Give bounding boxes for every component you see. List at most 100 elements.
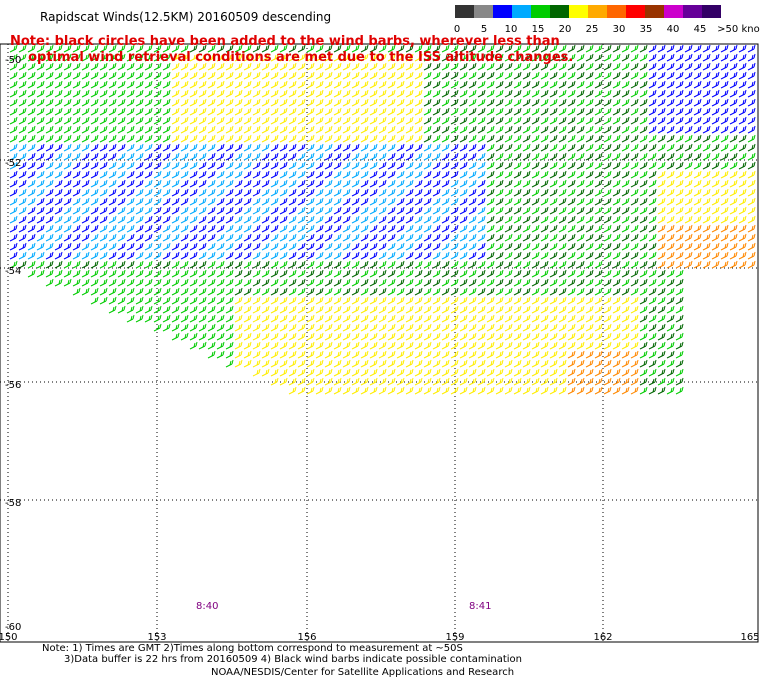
wind-barb [45, 179, 54, 188]
wind-barb [162, 260, 171, 269]
wind-barb [423, 80, 432, 89]
wind-barb [405, 377, 414, 386]
lon-label: 159 [445, 632, 465, 643]
wind-barb [522, 197, 531, 206]
wind-barb [297, 287, 306, 296]
wind-barb [243, 143, 252, 152]
wind-barb [207, 53, 216, 62]
wind-barb [81, 188, 90, 197]
wind-barb [621, 80, 630, 89]
wind-barb [189, 215, 198, 224]
wind-barb [297, 215, 306, 224]
wind-barb [216, 80, 225, 89]
wind-barb [117, 53, 126, 62]
wind-barb [621, 206, 630, 215]
wind-barb [180, 89, 189, 98]
wind-barb [738, 62, 747, 71]
wind-barb [315, 305, 324, 314]
wind-barb [297, 350, 306, 359]
wind-barb [603, 260, 612, 269]
wind-barb [531, 188, 540, 197]
wind-barb [432, 314, 441, 323]
wind-barb [522, 377, 531, 386]
wind-barb [99, 179, 108, 188]
wind-barb [666, 143, 675, 152]
wind-barb [216, 89, 225, 98]
wind-barb [495, 107, 504, 116]
wind-barb [378, 206, 387, 215]
wind-barb [738, 251, 747, 260]
wind-barb [153, 305, 162, 314]
wind-barb [522, 143, 531, 152]
wind-barb [702, 197, 711, 206]
wind-barb [243, 314, 252, 323]
wind-barb [576, 116, 585, 125]
wind-barb [468, 377, 477, 386]
wind-barb [414, 305, 423, 314]
wind-barb [162, 53, 171, 62]
wind-barb [639, 62, 648, 71]
wind-barb [144, 62, 153, 71]
wind-barb [234, 71, 243, 80]
wind-barb [297, 71, 306, 80]
wind-barb [477, 206, 486, 215]
wind-barb [468, 206, 477, 215]
wind-barb [216, 143, 225, 152]
wind-barb [576, 80, 585, 89]
wind-barb [594, 44, 603, 53]
wind-barb [288, 350, 297, 359]
wind-barb [180, 125, 189, 134]
wind-barb [306, 89, 315, 98]
wind-barb [513, 206, 522, 215]
wind-barb [234, 107, 243, 116]
wind-barb [450, 260, 459, 269]
wind-barb [477, 89, 486, 98]
wind-barb [666, 251, 675, 260]
wind-barb [747, 152, 756, 161]
wind-barb [612, 116, 621, 125]
wind-barb [603, 305, 612, 314]
wind-barb [513, 359, 522, 368]
wind-barb [153, 152, 162, 161]
wind-barb [81, 251, 90, 260]
wind-barb [324, 152, 333, 161]
wind-barb [666, 197, 675, 206]
wind-barb [666, 152, 675, 161]
wind-barb [333, 116, 342, 125]
wind-barb [639, 71, 648, 80]
wind-barb [45, 134, 54, 143]
wind-barb [306, 161, 315, 170]
wind-barb [378, 251, 387, 260]
wind-barb [144, 143, 153, 152]
wind-barb [666, 323, 675, 332]
wind-barb [54, 188, 63, 197]
wind-barb [270, 197, 279, 206]
wind-barb [387, 62, 396, 71]
wind-barb [513, 251, 522, 260]
wind-barb [207, 233, 216, 242]
wind-barb [207, 143, 216, 152]
wind-barb [612, 350, 621, 359]
wind-barb [432, 341, 441, 350]
wind-barb [693, 170, 702, 179]
wind-barb [306, 314, 315, 323]
wind-barb [657, 215, 666, 224]
wind-barb [585, 98, 594, 107]
wind-barb [711, 134, 720, 143]
wind-barb [297, 134, 306, 143]
wind-barb [639, 323, 648, 332]
wind-barb [279, 152, 288, 161]
wind-barb [315, 260, 324, 269]
wind-barb [657, 188, 666, 197]
wind-barb [486, 332, 495, 341]
wind-barb [36, 233, 45, 242]
wind-barb [360, 224, 369, 233]
wind-barb [540, 278, 549, 287]
wind-barb [261, 332, 270, 341]
wind-barb [621, 143, 630, 152]
wind-barb [63, 188, 72, 197]
wind-barb [459, 377, 468, 386]
wind-barb [648, 215, 657, 224]
wind-barb [495, 305, 504, 314]
wind-barb [81, 170, 90, 179]
